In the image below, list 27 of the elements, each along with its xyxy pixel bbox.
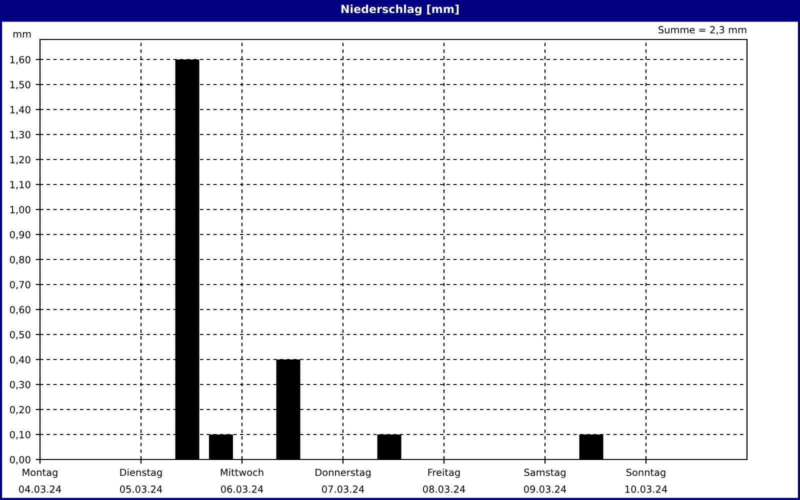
x-tick-label: Donnerstag 07.03.24 <box>316 468 370 493</box>
y-tick-label: 1,20 <box>10 156 30 164</box>
y-tick-label: 1,60 <box>10 56 30 64</box>
y-axis-title: mm <box>13 32 31 38</box>
text: Summe = 2,3 mm <box>658 26 746 34</box>
x-tick-label: Dienstag 05.03.24 <box>120 468 162 493</box>
y-tick-label: 0,20 <box>10 406 30 414</box>
x-tick-label: Sonntag 10.03.24 <box>625 468 668 493</box>
y-tick-label: 0,80 <box>10 256 30 264</box>
y-tick-label: 0,50 <box>10 330 30 340</box>
x-tick-label: Samstag 09.03.24 <box>524 468 566 493</box>
x-tick-label: Freitag 08.03.24 <box>422 468 466 493</box>
y-tick-label: 0,30 <box>10 380 30 390</box>
y-tick-label: 0,60 <box>10 306 30 314</box>
x-tick-label: Mittwoch 06.03.24 <box>220 468 264 493</box>
y-tick-label: 0,40 <box>10 356 30 364</box>
y-tick-label: 0,70 <box>10 280 30 290</box>
y-tick-label: 0,00 <box>10 456 30 464</box>
y-tick-label: 0,90 <box>10 230 30 240</box>
chart-title: Niederschlag [mm] <box>341 4 459 16</box>
y-tick-label: 1,10 <box>10 180 30 190</box>
y-tick-label: 1,00 <box>10 206 30 214</box>
y-tick-label: 1,50 <box>10 80 30 90</box>
y-tick-label: 1,40 <box>10 106 30 114</box>
y-tick-label: 0,10 <box>10 430 30 440</box>
y-tick-label: 1,30 <box>10 130 30 140</box>
x-tick-label: Montag 04.03.24 <box>18 468 62 493</box>
